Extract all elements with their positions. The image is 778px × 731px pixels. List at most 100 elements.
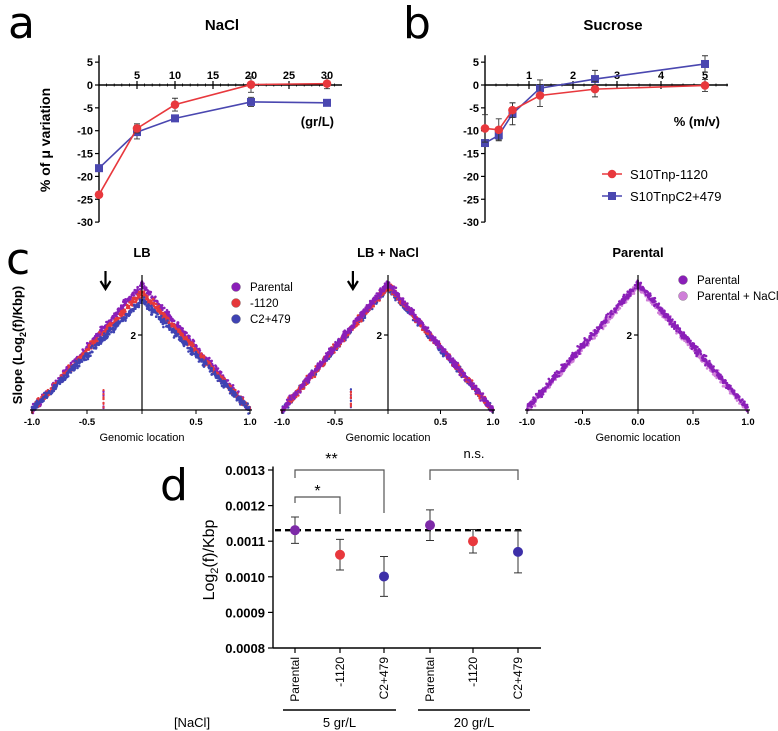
scatter-point	[128, 295, 131, 299]
scatter-point	[116, 317, 120, 321]
scatter-point	[348, 327, 352, 330]
scatter-point	[160, 304, 164, 307]
scatter-point	[285, 398, 289, 402]
y-tick-label: 0	[473, 80, 479, 92]
x-tick-label: 1	[526, 70, 532, 82]
scatter-point	[604, 316, 608, 319]
scatter-point	[170, 319, 174, 323]
scatter-point	[114, 326, 117, 330]
scatter-point	[102, 392, 105, 396]
scatter-point	[735, 399, 739, 402]
scatter-point	[138, 287, 142, 291]
data-point	[132, 124, 142, 133]
scatter-point	[89, 340, 92, 343]
scatter-point	[441, 346, 444, 349]
x-tick-label: -0.5	[79, 417, 96, 428]
scatter-point	[230, 390, 234, 394]
scatter-point	[322, 360, 325, 364]
scatter-point	[216, 376, 220, 380]
scatter-point	[397, 292, 401, 296]
scatter-point	[89, 346, 93, 349]
legend-marker	[608, 192, 616, 200]
scatter-point	[214, 365, 218, 368]
scatter-point	[97, 342, 100, 345]
scatter-point	[163, 306, 166, 310]
scatter-point	[341, 335, 344, 339]
scatter-point	[162, 317, 165, 321]
scatter-point	[313, 375, 317, 379]
scatter-point	[443, 348, 447, 351]
scatter-point	[373, 297, 376, 301]
scatter-point	[157, 304, 161, 308]
scatter-point	[370, 301, 374, 305]
scatter-point	[461, 372, 464, 375]
scatter-point	[146, 289, 149, 293]
scatter-point	[204, 359, 207, 362]
scatter-point	[121, 319, 125, 323]
scatter-point	[72, 364, 75, 367]
scatter-point	[112, 329, 116, 332]
scatter-point	[155, 311, 158, 315]
scatter-point	[74, 360, 77, 363]
scatter-point	[352, 320, 355, 324]
scatter-point	[135, 289, 139, 293]
scatter-point	[240, 399, 244, 403]
scatter-point	[465, 376, 469, 379]
panel-c-slope-scatter: Slope (Log2(f)/Kbp)LB2-1.0 -0.5 0.5 1.0Geno…	[10, 245, 778, 444]
scatter-point	[58, 382, 62, 386]
scatter-point	[119, 311, 122, 315]
scatter-point	[246, 402, 249, 405]
scatter-point	[456, 366, 460, 370]
scatter-point	[432, 341, 436, 344]
scatter-point	[66, 374, 69, 378]
scatter-point	[101, 337, 105, 340]
scatter-point	[117, 322, 121, 325]
x-tick-label: 4	[658, 70, 665, 82]
scatter-point	[119, 304, 123, 307]
data-point	[95, 164, 103, 173]
scatter-point	[152, 304, 156, 308]
scatter-point	[165, 312, 169, 316]
scatter-point	[121, 313, 124, 317]
scatter-point	[70, 365, 73, 368]
scatter-point	[657, 311, 660, 315]
scatter-point	[420, 320, 423, 324]
scatter-point	[358, 318, 362, 321]
scatter-point	[86, 354, 89, 358]
scatter-point	[133, 288, 137, 292]
scatter-point	[468, 378, 472, 382]
scatter-point	[125, 316, 128, 320]
data-point	[171, 114, 179, 123]
data-point	[508, 105, 517, 115]
scatter-point	[349, 399, 352, 403]
scatter-point	[296, 389, 300, 393]
scatter-point	[245, 404, 248, 408]
scatter-point	[150, 301, 154, 305]
scatter-point	[101, 325, 104, 329]
scatter-point	[185, 342, 188, 345]
y-axis-label: Slope (Log2(f)/Kbp)	[10, 286, 28, 404]
scatter-point	[418, 318, 422, 321]
scatter-point	[69, 371, 73, 374]
subplot-title: LB + NaCl	[357, 245, 419, 260]
scatter-point	[124, 319, 127, 322]
y-tick-label: -30	[463, 217, 479, 229]
scatter-point	[197, 360, 201, 363]
scatter-point	[177, 328, 181, 332]
scatter-point	[117, 308, 121, 312]
scatter-point	[349, 388, 352, 391]
scatter-series-C2+479	[30, 296, 251, 415]
scatter-point	[105, 333, 109, 337]
scatter-point	[144, 286, 148, 290]
scatter-point	[157, 317, 161, 321]
scatter-point	[212, 368, 215, 371]
scatter-point	[369, 306, 372, 309]
scatter-point	[78, 355, 81, 359]
arrow-icon	[346, 271, 359, 292]
scatter-point	[72, 368, 75, 372]
scatter-point	[401, 302, 405, 305]
scatter-point	[129, 303, 133, 306]
data-point	[701, 59, 709, 68]
y-tick-label: -10	[77, 126, 93, 138]
scatter-point	[181, 335, 185, 338]
